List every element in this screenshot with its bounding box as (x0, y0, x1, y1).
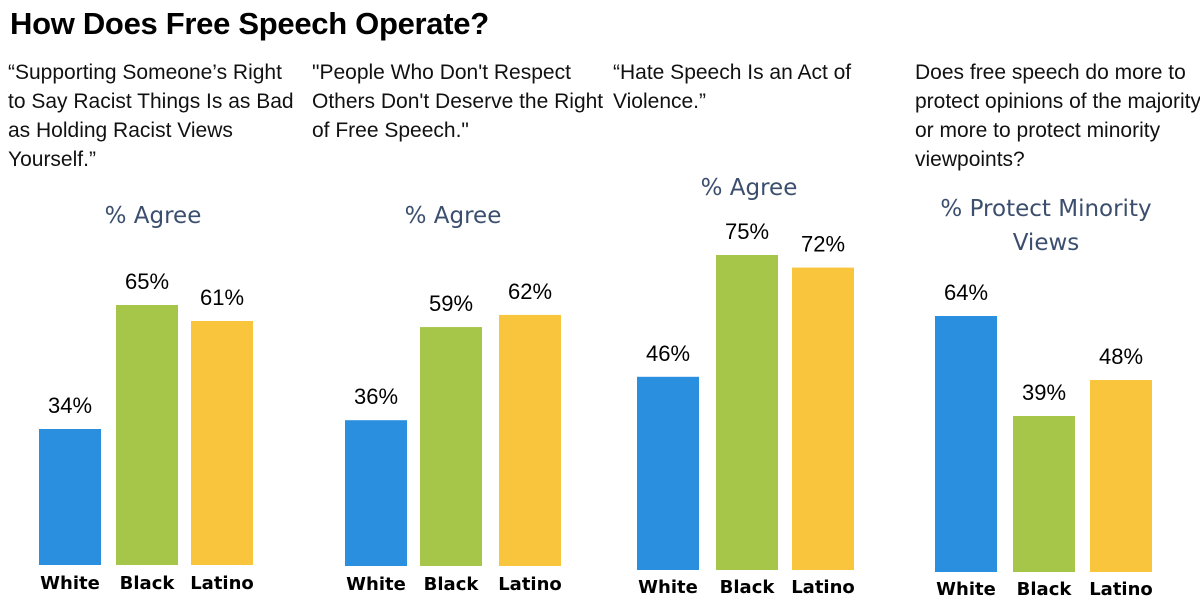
value-label-white: 64% (944, 280, 988, 305)
question-text: Does free speech do more to protect opin… (915, 61, 1200, 171)
bar-latino (191, 321, 253, 565)
category-label-white: White (346, 574, 406, 595)
category-label-black: Black (120, 573, 176, 594)
bar-latino (499, 314, 561, 566)
bar-latino (792, 267, 854, 570)
value-label-white: 46% (646, 341, 690, 366)
chart-panel-2: "People Who Don't Respect Others Don't D… (312, 0, 612, 612)
metric-label: % Agree (404, 203, 502, 229)
bar-latino (1090, 380, 1152, 572)
question-text: “Hate Speech Is an Act of Violence.” (613, 61, 852, 113)
category-label-latino: Latino (791, 577, 855, 598)
value-label-latino: 72% (801, 232, 845, 257)
value-label-latino: 61% (200, 285, 244, 310)
bar-chart: 34% White 65% Black 61% Latino (39, 269, 254, 594)
value-label-black: 75% (725, 219, 769, 244)
bar-chart: 64% White 39% Black 48% Latino (935, 280, 1153, 600)
chart-panel-3: “Hate Speech Is an Act of Violence.” % A… (613, 0, 913, 612)
category-label-latino: Latino (498, 574, 562, 595)
category-label-latino: Latino (1089, 579, 1153, 600)
value-label-white: 34% (48, 393, 92, 418)
bar-black (716, 255, 778, 570)
bar-white (39, 429, 101, 565)
value-label-black: 59% (429, 291, 473, 316)
bar-white (935, 316, 997, 572)
chart-panel-4: Does free speech do more to protect opin… (915, 0, 1200, 612)
category-label-latino: Latino (190, 573, 254, 594)
value-label-latino: 48% (1099, 344, 1143, 369)
metric-label: % Agree (104, 203, 202, 229)
page-title: How Does Free Speech Operate? (10, 6, 489, 41)
category-label-white: White (40, 573, 100, 594)
question-text: "People Who Don't Respect Others Don't D… (312, 61, 604, 142)
question-text: “Supporting Someone’s Right to Say Racis… (8, 61, 294, 171)
category-label-black: Black (424, 574, 480, 595)
category-label-black: Black (1017, 579, 1073, 600)
metric-label: % Protect Minority Views (940, 196, 1152, 256)
bar-chart: 46% White 75% Black 72% Latino (637, 219, 855, 598)
value-label-latino: 62% (508, 279, 552, 304)
bar-black (1013, 416, 1075, 572)
value-label-black: 39% (1022, 380, 1066, 405)
value-label-white: 36% (354, 384, 398, 409)
bar-white (637, 376, 699, 570)
value-label-black: 65% (125, 269, 169, 294)
chart-panel-1: “Supporting Someone’s Right to Say Racis… (8, 0, 308, 612)
bar-black (116, 305, 178, 565)
bar-chart: 36% White 59% Black 62% Latino (345, 279, 562, 595)
bar-white (345, 420, 407, 566)
category-label-black: Black (720, 577, 776, 598)
metric-label: % Agree (700, 175, 798, 201)
category-label-white: White (936, 579, 996, 600)
category-label-white: White (638, 577, 698, 598)
bar-black (420, 327, 482, 566)
